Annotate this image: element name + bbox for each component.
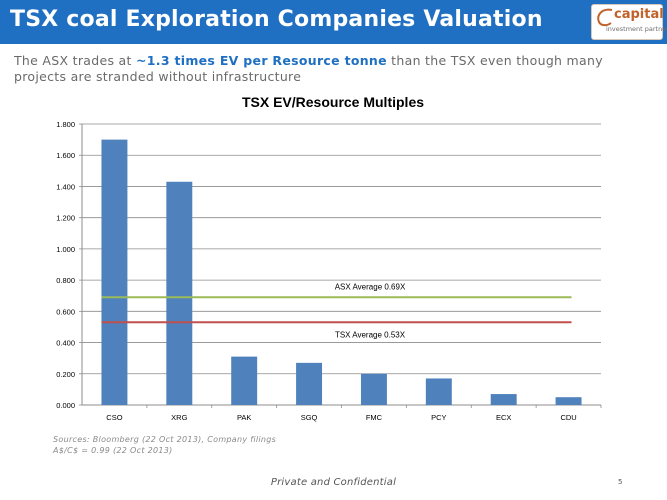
bar-fmc (360, 373, 387, 405)
header-bar: TSX coal Exploration Companies Valuation… (0, 0, 667, 44)
bar-pak (231, 356, 258, 405)
y-tick-label: 0.200 (56, 370, 75, 379)
bar-sgq (296, 362, 323, 405)
subtitle-prefix: The ASX trades at (14, 53, 136, 68)
bar-ecx (490, 394, 517, 405)
reference-label-asx: ASX Average 0.69X (335, 282, 406, 291)
logo-word: capital (614, 7, 664, 22)
logo-subtext: investment partners (606, 25, 667, 33)
tick-labels: 0.000 0.200 0.400 0.600 0.800 1.000 1.200 1.400… (56, 120, 576, 422)
y-tick-label: 1.800 (56, 120, 75, 129)
bar-cdu (555, 397, 582, 405)
reference-lines: ASX Average 0.69X TSX Average 0.53X (101, 282, 572, 339)
y-tick-label: 0.000 (56, 401, 75, 410)
y-tick-label: 1.400 (56, 182, 75, 191)
sources-line-2: A$/C$ = 0.99 (22 Oct 2013) (53, 446, 173, 455)
sources-note: Sources: Bloomberg (22 Oct 2013), Compan… (53, 434, 276, 456)
x-tick-label: XRG (171, 413, 187, 422)
reference-label-tsx: TSX Average 0.53X (335, 330, 406, 339)
bar-cso (101, 139, 128, 405)
y-tick-label: 1.000 (56, 245, 75, 254)
page-number: 5 (618, 478, 623, 486)
bars (101, 139, 582, 405)
page-title: TSX coal Exploration Companies Valuation (10, 7, 543, 32)
company-logo: capital investment partners (591, 4, 667, 40)
bar-pcy (425, 378, 452, 405)
x-tick-label: ECX (496, 413, 511, 422)
x-tick-label: CDU (560, 413, 576, 422)
chart-title: TSX EV/Resource Multiples (242, 94, 424, 110)
footer-confidential: Private and Confidential (270, 477, 397, 488)
y-tick-label: 1.600 (56, 151, 75, 160)
x-tick-label: SGQ (301, 413, 318, 422)
x-tick-label: PAK (237, 413, 251, 422)
y-tick-label: 0.400 (56, 339, 75, 348)
y-tick-label: 1.200 (56, 214, 75, 223)
subtitle-suffix: than the TSX even though many projects a… (14, 53, 603, 84)
y-tick-label: 0.600 (56, 307, 75, 316)
y-tick-label: 0.800 (56, 276, 75, 285)
bar-xrg (166, 181, 193, 405)
subtitle-highlight: ~1.3 times EV per Resource tonne (136, 53, 387, 68)
x-tick-label: FMC (366, 413, 383, 422)
x-tick-label: CSO (106, 413, 122, 422)
x-tick-label: PCY (431, 413, 446, 422)
logo-swoosh-icon (597, 8, 613, 27)
axes (79, 123, 602, 408)
sources-line-1: Sources: Bloomberg (22 Oct 2013), Compan… (53, 435, 277, 444)
subtitle: The ASX trades at ~1.3 times EV per Reso… (14, 53, 654, 85)
